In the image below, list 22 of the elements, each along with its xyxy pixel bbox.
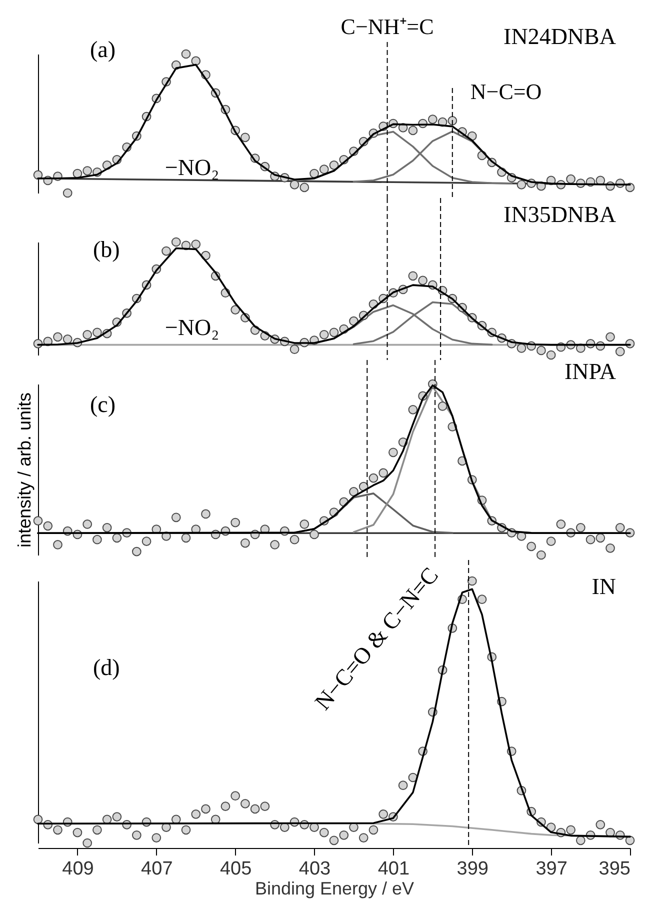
x-tick-label: 407: [141, 858, 173, 880]
x-tick-label: 409: [62, 858, 94, 880]
text: IN35DNBA: [504, 202, 616, 227]
x-tick-label: 395: [598, 858, 630, 880]
annotation: −NO₂: [164, 155, 220, 180]
text: IN24DNBA: [504, 24, 616, 49]
annotation: (c): [90, 392, 116, 417]
x-tick-label: 401: [378, 858, 410, 880]
x-tick-label: 405: [220, 858, 252, 880]
x-tick-label: 399: [456, 858, 488, 880]
annotation: (a): [90, 37, 116, 62]
annotation: −NO₂: [164, 315, 220, 340]
y-axis-title: intensity / arb. units: [14, 392, 34, 548]
annotation: (b): [93, 237, 120, 262]
ref-line-label: N−C=O: [470, 79, 542, 104]
x-tick-label: 403: [298, 858, 331, 880]
x-tick-label: 397: [536, 858, 568, 880]
annotation: (d): [93, 655, 120, 680]
annotation: IN: [592, 574, 616, 599]
ref-line-label: C−NH⁺=C: [340, 14, 434, 39]
text: INPA: [564, 359, 616, 384]
x-axis-title: Binding Energy / eV: [254, 878, 414, 898]
